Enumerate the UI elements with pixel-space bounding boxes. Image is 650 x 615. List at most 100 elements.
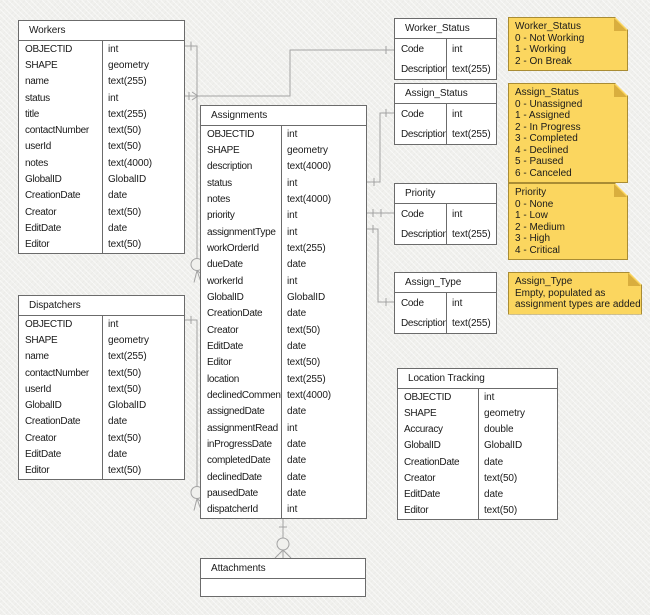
assignments-table-title: Assignments (201, 106, 366, 126)
location_tracking-field-row: Editor text(50) (398, 502, 557, 519)
field-type: int (102, 89, 184, 107)
field-type: geometry (102, 57, 184, 74)
assign_status-note-title: Assign_Status (515, 87, 579, 98)
priority-note-line: 0 - None (515, 198, 554, 210)
field-type: date (281, 305, 366, 322)
worker-status-note: Worker_Status 0 - Not Working 1 - Working 2… (508, 17, 628, 71)
priority-note: Priority 0 - None 1 - Low 2 - Medium 3 - Hig… (508, 183, 628, 260)
assign_status-table-title: Assign_Status (395, 84, 496, 104)
assign_status-note-line: 3 - Completed (515, 133, 578, 144)
assignments-field-row: Editor text(50) (201, 354, 366, 371)
assignments-field-row: dispatcherId int (201, 501, 366, 518)
field-type: date (281, 468, 366, 486)
worker_status-field-row: Description text(255) (395, 59, 496, 79)
field-type: GlobalID (102, 171, 184, 188)
assign_status-note-line: 6 - Canceled (515, 167, 572, 179)
field-type: text(50) (102, 236, 184, 253)
dispatchers-table-title: Dispatchers (19, 296, 184, 316)
field-type: date (478, 454, 557, 471)
field-name: GlobalID (25, 400, 62, 412)
field-type: date (281, 338, 366, 355)
field-name: Creator (404, 472, 436, 484)
priority-field-row: Description text(255) (395, 224, 496, 244)
field-type: date (281, 485, 366, 502)
location_tracking-field-row: EditDate date (398, 486, 557, 503)
assignments-field-row: location text(255) (201, 370, 366, 388)
workers-field-row: SHAPE geometry (19, 57, 184, 74)
priority-note-title: Priority (515, 187, 547, 198)
field-name: assignmentType (207, 226, 276, 238)
assign_type-note-line: Empty, populated as (515, 287, 606, 299)
worker_status-table-title: Worker_Status (395, 19, 496, 39)
location_tracking-rows: OBJECTID int SHAPE geometry Accuracy double Gl… (398, 389, 557, 519)
field-name: assignedDate (207, 406, 265, 418)
field-name: GlobalID (404, 440, 441, 452)
field-type: date (281, 403, 366, 420)
field-name: location (207, 373, 240, 385)
field-name: workOrderId (207, 242, 259, 254)
priority-table-title: Priority (395, 184, 496, 204)
field-name: Code (401, 43, 424, 55)
assignments-field-row: EditDate date (201, 338, 366, 355)
field-type: geometry (102, 332, 184, 349)
field-name: status (25, 92, 50, 104)
field-name: declinedDate (207, 471, 262, 483)
field-type: int (446, 104, 496, 124)
workers-rows: OBJECTID int SHAPE geometry name text(255) sta… (19, 41, 184, 253)
field-name: SHAPE (25, 334, 58, 346)
location_tracking-field-row: OBJECTID int (398, 389, 557, 406)
assign_type-table-title: Assign_Type (395, 273, 496, 293)
location_tracking-field-row: SHAPE geometry (398, 405, 557, 422)
dispatchers-field-row: EditDate date (19, 446, 184, 463)
field-type: date (102, 446, 184, 463)
field-name: Accuracy (404, 424, 443, 436)
field-type: text(50) (102, 138, 184, 156)
worker_status-field-row: Code int (395, 39, 496, 59)
field-name: SHAPE (404, 407, 437, 419)
assignments-field-row: CreationDate date (201, 305, 366, 322)
field-name: Editor (207, 357, 232, 369)
field-type: geometry (478, 405, 557, 422)
field-name: name (25, 76, 49, 88)
assign_status-field-row: Code int (395, 104, 496, 124)
crowfoot-icon (274, 549, 292, 559)
assign_status-note-line: 2 - In Progress (515, 121, 581, 133)
field-type: text(255) (102, 73, 184, 90)
assignments-table: Assignments OBJECTID int SHAPE geometry descr… (200, 105, 367, 519)
workers-field-row: name text(255) (19, 73, 184, 90)
worker-status-table: Worker_Status Code int Description text(255) (394, 18, 497, 80)
field-type: date (281, 256, 366, 273)
location_tracking-field-row: Creator text(50) (398, 470, 557, 487)
workers-field-row: title text(255) (19, 106, 184, 123)
field-type: int (281, 174, 366, 192)
field-name: Creator (25, 432, 57, 444)
field-type: int (281, 501, 366, 518)
assign_status-note-line: 1 - Assigned (515, 110, 571, 121)
field-type: text(50) (102, 381, 184, 398)
field-type: GlobalID (102, 397, 184, 414)
workers-field-row: CreationDate date (19, 187, 184, 204)
field-name: OBJECTID (25, 318, 73, 330)
field-type: int (281, 272, 366, 290)
assign_type-note-line: assignment types are added (515, 299, 641, 310)
field-type: text(50) (102, 462, 184, 479)
workers-field-row: Creator text(50) (19, 203, 184, 221)
field-name: Code (401, 208, 424, 220)
field-name: notes (207, 193, 230, 205)
worker_status-note-line: 2 - On Break (515, 55, 572, 67)
field-type: text(255) (446, 313, 496, 333)
connector-assignments-to-attachments (274, 517, 292, 559)
field-name: contactNumber (25, 125, 89, 137)
assign_type-rows: Code int Description text(255) (395, 293, 496, 333)
field-name: OBJECTID (404, 391, 452, 403)
field-name: completedDate (207, 455, 271, 467)
workers-field-row: userId text(50) (19, 138, 184, 156)
field-name: Description (401, 228, 446, 240)
field-name: CreationDate (25, 416, 81, 428)
field-name: EditDate (207, 340, 243, 352)
dispatchers-field-row: Creator text(50) (19, 430, 184, 447)
dispatchers-field-row: userId text(50) (19, 381, 184, 398)
dispatchers-field-row: contactNumber text(50) (19, 364, 184, 382)
field-name: title (25, 108, 40, 120)
